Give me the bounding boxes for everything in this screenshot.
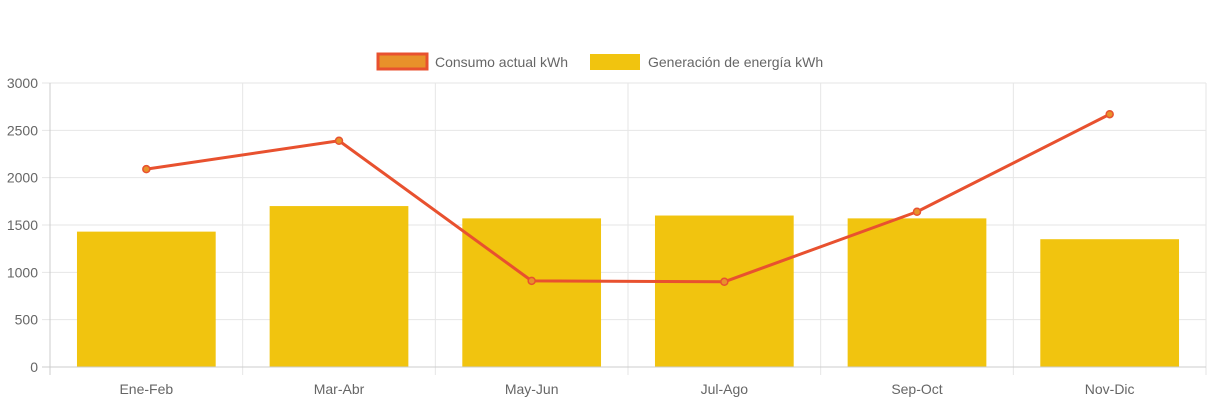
x-tick-label: Ene-Feb [119, 381, 173, 397]
x-tick-label: Nov-Dic [1085, 381, 1135, 397]
legend-swatch-consumo[interactable] [376, 52, 429, 71]
legend-label-generacion[interactable]: Generación de energía kWh [648, 54, 823, 70]
legend: Consumo actual kWh Generación de energía… [376, 52, 823, 71]
bar-ene-feb[interactable] [76, 231, 216, 367]
bar-jul-ago[interactable] [654, 215, 794, 367]
legend-swatch-generacion[interactable] [590, 54, 640, 70]
bar-mar-abr[interactable] [269, 206, 409, 367]
point-consumo-sep-oct[interactable] [912, 207, 922, 216]
point-consumo-ene-feb[interactable] [142, 164, 151, 174]
line-series-consumo [142, 109, 1114, 287]
x-tick-label: May-Jun [505, 381, 559, 397]
x-tick-label: Sep-Oct [891, 381, 942, 397]
y-tick-label: 2500 [7, 122, 38, 138]
point-consumo-may-jun[interactable] [527, 276, 536, 286]
line-consumo [146, 112, 1111, 284]
y-tick-label: 500 [15, 312, 39, 328]
bar-may-jun[interactable] [462, 218, 602, 367]
bar-nov-dic[interactable] [1040, 239, 1180, 367]
point-consumo-nov-dic[interactable] [1105, 109, 1114, 119]
y-tick-label: 2000 [7, 170, 38, 186]
y-tick-label: 1000 [7, 264, 38, 280]
point-consumo-mar-abr[interactable] [334, 136, 344, 145]
grid-lines [42, 82, 1207, 375]
x-tick-label: Jul-Ago [701, 381, 749, 397]
y-tick-label: 1500 [7, 217, 38, 233]
bar-sep-oct[interactable] [847, 218, 987, 367]
y-tick-label: 3000 [7, 75, 38, 91]
legend-label-consumo[interactable]: Consumo actual kWh [435, 54, 568, 70]
bar-series-generacion [76, 206, 1180, 367]
x-tick-label: Mar-Abr [314, 381, 365, 397]
axes [42, 83, 1206, 375]
tick-labels: 0 500 1000 1500 2000 2500 3000 Ene-Feb Mar-Abr Ma… [7, 75, 1135, 397]
point-consumo-jul-ago[interactable] [720, 277, 729, 287]
y-tick-label: 0 [30, 359, 38, 375]
